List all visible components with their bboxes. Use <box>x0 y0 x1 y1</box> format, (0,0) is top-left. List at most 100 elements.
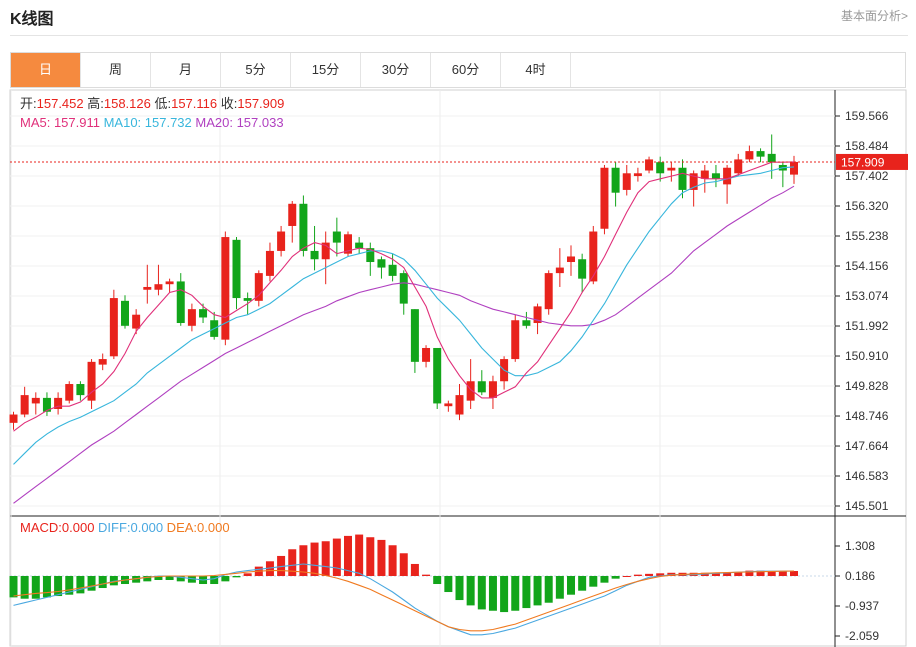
candle-body <box>9 414 18 423</box>
macd-bar-31 <box>355 534 364 576</box>
macd-bar-7 <box>87 575 96 591</box>
candle-body <box>65 384 74 401</box>
y-tick-label-2: 157.402 <box>845 169 889 183</box>
candle-body <box>555 267 564 274</box>
candle-body <box>42 397 51 412</box>
candle-64 <box>723 164 732 204</box>
fundamental-analysis-link[interactable]: 基本面分析> <box>840 9 908 23</box>
moving-average-lines: 157.909 <box>10 153 908 504</box>
candle-body <box>399 273 408 304</box>
candle-body <box>76 384 85 396</box>
macd-bar-55 <box>622 575 631 577</box>
candle-47 <box>533 303 542 335</box>
candle-57 <box>645 156 654 174</box>
candle-body <box>678 167 687 190</box>
candle-body <box>321 242 330 260</box>
candle-45 <box>511 314 520 362</box>
macd-tick-label-0: 1.308 <box>845 539 875 553</box>
chart-grid <box>10 90 835 647</box>
y-tick-label-0: 159.566 <box>845 109 889 123</box>
candle-40 <box>455 384 464 421</box>
tab-30min[interactable]: 30分 <box>361 53 431 87</box>
tab-60min[interactable]: 60分 <box>431 53 501 87</box>
candle-59 <box>667 162 676 182</box>
tab-15min[interactable]: 15分 <box>291 53 361 87</box>
candle-3 <box>42 392 51 416</box>
tab-month[interactable]: 月 <box>151 53 221 87</box>
macd-bar-39 <box>444 575 453 593</box>
candle-52 <box>589 225 598 285</box>
candle-63 <box>711 164 720 188</box>
candle-16 <box>187 303 196 332</box>
y-tick-label-13: 145.501 <box>845 499 889 513</box>
candle-body <box>667 167 676 171</box>
candle-50 <box>567 245 575 276</box>
candle-body <box>410 309 419 362</box>
macd-bar-37 <box>422 574 431 576</box>
macd-bar-0 <box>9 575 18 598</box>
legend-ma-1: MA10: 157.732 <box>100 115 192 130</box>
tab-4hour[interactable]: 4时 <box>501 53 571 87</box>
macd-bar-40 <box>455 575 464 601</box>
macd-bar-49 <box>555 575 564 599</box>
price-axis: 159.566 158.484 157.402 156.320 155.238 154.1… <box>835 109 889 513</box>
header-divider <box>10 35 908 36</box>
candle-body <box>299 203 308 251</box>
macd-legend: MACD:0.000 DIFF:0.000 DEA:0.000 <box>20 520 230 535</box>
candle-70 <box>790 155 798 184</box>
candle-body <box>265 250 274 276</box>
candle-body <box>355 242 364 249</box>
candle-body <box>689 173 698 190</box>
candle-body <box>31 397 40 404</box>
macd-bar-33 <box>377 539 386 576</box>
candle-body <box>656 162 665 174</box>
macd-bar-9 <box>109 575 118 586</box>
legend-macd-0: MACD:0.000 <box>20 520 94 535</box>
candle-body <box>633 173 642 177</box>
macd-bar-2 <box>31 575 40 599</box>
candle-18 <box>210 311 219 340</box>
tab-day[interactable]: 日 <box>11 53 81 87</box>
candle-68 <box>767 134 776 179</box>
chart-border <box>9 89 907 647</box>
candle-body <box>288 203 297 226</box>
legend-low-label: 低: <box>151 96 171 111</box>
candle-body <box>589 231 598 282</box>
candle-body <box>756 151 765 157</box>
candle-9 <box>109 289 118 360</box>
candle-body <box>600 167 609 229</box>
candle-4 <box>54 392 63 415</box>
macd-bar-13 <box>154 575 163 581</box>
candle-37 <box>422 345 431 368</box>
legend-high-value: 158.126 <box>104 96 151 111</box>
candle-27 <box>310 225 319 271</box>
candle-42 <box>477 370 486 396</box>
candle-body <box>176 281 185 324</box>
macd-bar-28 <box>321 541 330 576</box>
candle-body <box>567 256 575 263</box>
candle-body <box>444 403 453 407</box>
candle-51 <box>578 253 587 293</box>
candle-body <box>723 167 732 185</box>
macd-tick-label-1: 0.186 <box>845 569 875 583</box>
legend-macd-1: DIFF:0.000 <box>94 520 163 535</box>
macd-bar-41 <box>466 575 475 606</box>
candle-60 <box>678 159 687 199</box>
candle-body <box>790 161 798 175</box>
tab-5min[interactable]: 5分 <box>221 53 291 87</box>
macd-bar-57 <box>645 573 654 576</box>
tab-week[interactable]: 周 <box>81 53 151 87</box>
candle-0 <box>9 411 18 430</box>
candle-1 <box>20 386 29 418</box>
candle-body <box>488 381 497 398</box>
macd-bar-24 <box>277 555 286 576</box>
chart-legend: 开:157.452 高:158.126 低:157.116 收:157.909 … <box>20 96 284 535</box>
candle-28 <box>321 231 330 285</box>
macd-tick-label-2: -0.937 <box>845 599 879 613</box>
y-tick-label-10: 148.746 <box>845 409 889 423</box>
candle-body <box>254 273 263 301</box>
candle-body <box>734 159 743 174</box>
candle-56 <box>633 167 642 182</box>
macd-bar-54 <box>611 575 620 579</box>
